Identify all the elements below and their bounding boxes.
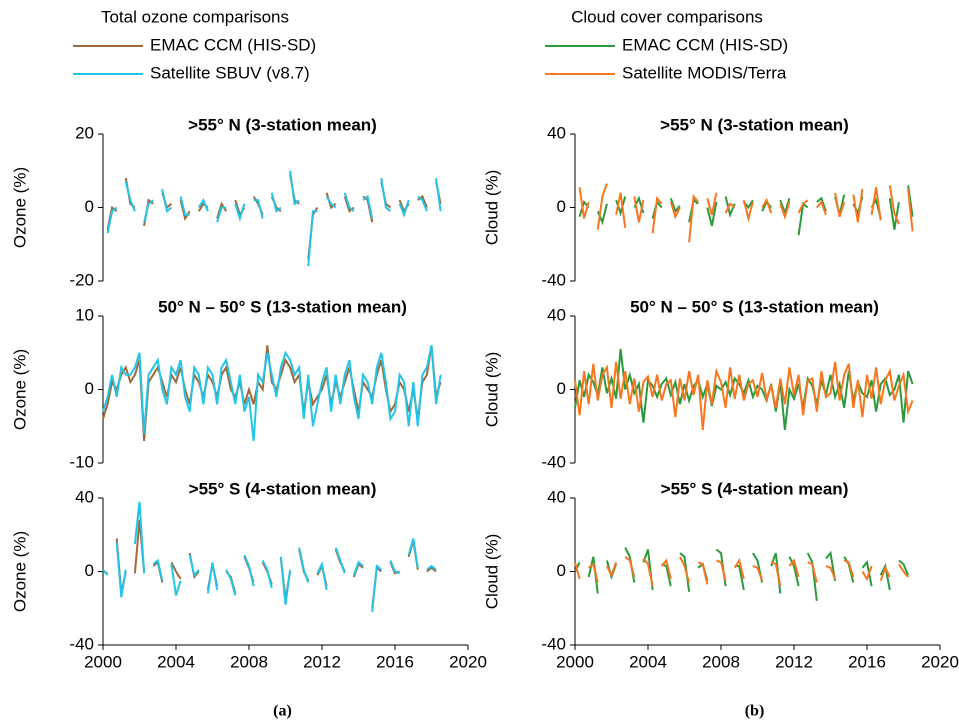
panel-title: >55° N (3-station mean) <box>660 115 849 134</box>
x-tick-label: 2008 <box>230 652 268 671</box>
panel-title: >55° S (4-station mean) <box>661 479 849 498</box>
series-line <box>106 174 442 260</box>
series-line <box>574 547 910 602</box>
x-tick-label: 2012 <box>303 652 341 671</box>
panel-title: 50° N – 50° S (13-station mean) <box>630 297 879 316</box>
x-tick-label: 2012 <box>775 652 813 671</box>
series-line <box>102 345 442 442</box>
y-tick-label: 40 <box>547 305 566 324</box>
y-tick-label: 20 <box>75 123 94 142</box>
y-tick-label: 0 <box>557 197 566 216</box>
y-tick-label: -40 <box>541 634 566 653</box>
y-tick-label: 10 <box>75 305 94 324</box>
panel-caption: (b) <box>745 703 765 720</box>
series-line <box>578 183 914 243</box>
legend-label: Satellite SBUV (v8.7) <box>150 63 310 82</box>
x-tick-label: 2008 <box>702 652 740 671</box>
y-tick-label: -40 <box>69 634 94 653</box>
y-tick-label: 0 <box>85 561 94 580</box>
x-tick-label: 2020 <box>921 652 959 671</box>
series-line <box>102 519 437 609</box>
y-axis-label: Cloud (%) <box>482 534 501 610</box>
series-line <box>106 170 442 267</box>
y-tick-label: 40 <box>547 123 566 142</box>
y-axis-label: Cloud (%) <box>482 170 501 246</box>
y-axis-label: Cloud (%) <box>482 352 501 428</box>
panel-title: >55° S (4-station mean) <box>189 479 377 498</box>
y-tick-label: -40 <box>541 270 566 289</box>
y-tick-label: -40 <box>541 452 566 471</box>
y-tick-label: 40 <box>547 487 566 506</box>
legend-label: EMAC CCM (HIS-SD) <box>150 35 316 54</box>
panel-title: 50° N – 50° S (13-station mean) <box>158 297 407 316</box>
legend-title: Total ozone comparisons <box>101 7 289 26</box>
series-line <box>574 556 909 587</box>
x-tick-label: 2004 <box>629 652 667 671</box>
y-tick-label: 0 <box>557 561 566 580</box>
series-line <box>102 345 442 441</box>
y-tick-label: 0 <box>85 379 94 398</box>
y-axis-label: Ozone (%) <box>10 167 29 248</box>
series-line <box>574 348 914 431</box>
y-tick-label: 0 <box>557 379 566 398</box>
x-tick-label: 2020 <box>449 652 487 671</box>
x-tick-label: 2016 <box>848 652 886 671</box>
x-tick-label: 2004 <box>157 652 195 671</box>
legend-title: Cloud cover comparisons <box>571 7 763 26</box>
panel-caption: (a) <box>273 703 292 720</box>
y-tick-label: -20 <box>69 270 94 289</box>
series-line <box>102 501 437 612</box>
y-tick-label: 0 <box>85 197 94 216</box>
panel-title: >55° N (3-station mean) <box>188 115 377 134</box>
legend-label: EMAC CCM (HIS-SD) <box>622 35 788 54</box>
y-axis-label: Ozone (%) <box>10 531 29 612</box>
x-tick-label: 2000 <box>84 652 122 671</box>
x-tick-label: 2000 <box>556 652 594 671</box>
legend-label: Satellite MODIS/Terra <box>622 63 787 82</box>
series-line <box>574 361 914 430</box>
y-tick-label: 40 <box>75 487 94 506</box>
y-tick-label: -10 <box>69 452 94 471</box>
y-axis-label: Ozone (%) <box>10 349 29 430</box>
x-tick-label: 2016 <box>376 652 414 671</box>
